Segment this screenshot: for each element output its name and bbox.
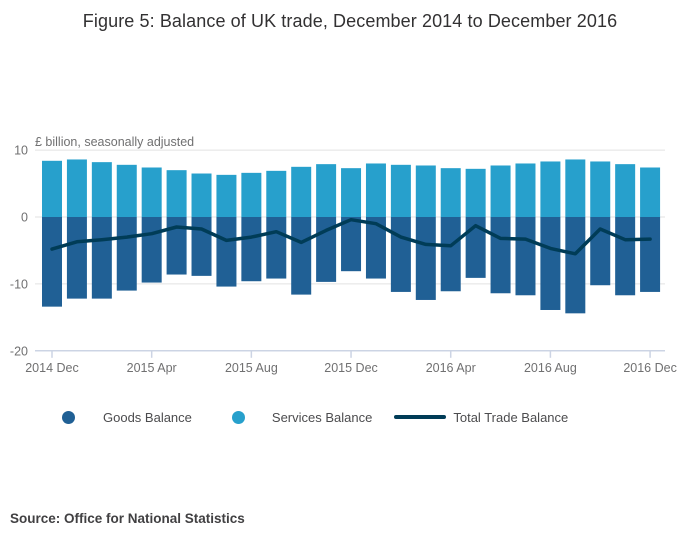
goods-bar <box>191 217 212 276</box>
services-bar <box>91 162 112 217</box>
x-tick-label: 2016 Aug <box>524 361 577 375</box>
goods-bar <box>66 217 87 299</box>
x-tick-label: 2016 Dec <box>623 361 677 375</box>
services-bar <box>540 161 561 217</box>
x-tick-label: 2015 Apr <box>127 361 177 375</box>
services-bar <box>365 163 386 217</box>
services-bar <box>390 164 411 217</box>
goods-bar <box>266 217 287 279</box>
goods-bar <box>390 217 411 292</box>
services-bar <box>66 159 87 217</box>
x-tick-label: 2014 Dec <box>25 361 79 375</box>
total-trade-balance-line <box>50 217 652 256</box>
source-note: Source: Office for National Statistics <box>10 511 245 526</box>
goods-bar <box>565 217 586 314</box>
services-bar <box>415 165 436 217</box>
goods-bar <box>490 217 511 294</box>
services-bar <box>590 161 611 217</box>
chart-legend: Goods Balance Services Balance Total Tra… <box>62 407 568 427</box>
goods-bar <box>640 217 661 292</box>
goods-bar <box>440 217 461 292</box>
services-bar <box>141 167 162 217</box>
services-bar <box>191 173 212 217</box>
goods-bar <box>515 217 536 296</box>
services-bar <box>241 172 262 217</box>
chart-title: Figure 5: Balance of UK trade, December … <box>82 11 618 31</box>
goods-balance-swatch-icon <box>62 410 75 424</box>
goods-bar <box>615 217 636 296</box>
goods-bar <box>540 217 561 310</box>
y-axis-unit-label: £ billion, seasonally adjusted <box>35 135 194 149</box>
goods-bar <box>216 217 237 287</box>
legend-label-services: Services Balance <box>271 409 373 425</box>
goods-bar <box>590 217 611 286</box>
services-bar <box>565 159 586 217</box>
services-bar <box>316 164 337 217</box>
services-bar <box>291 166 312 217</box>
goods-bar <box>116 217 137 291</box>
goods-bar <box>291 217 312 295</box>
services-bar <box>266 170 287 217</box>
services-bar <box>42 160 62 217</box>
goods-bar <box>241 217 262 282</box>
goods-bar <box>166 217 187 275</box>
services-bar <box>615 164 636 217</box>
y-tick-label: 10 <box>14 144 28 158</box>
goods-bar <box>91 217 112 299</box>
services-bar <box>515 163 536 217</box>
y-tick-label: 0 <box>21 211 28 225</box>
legend-label-total: Total Trade Balance <box>453 409 569 425</box>
total-trade-line-swatch-icon <box>394 415 447 419</box>
services-bar <box>341 168 362 217</box>
services-balance-swatch-icon <box>231 410 245 424</box>
services-bar <box>216 174 237 217</box>
x-tick-label: 2015 Dec <box>324 361 378 375</box>
y-tick-label: -10 <box>10 277 28 291</box>
legend-label-goods: Goods Balance <box>103 409 192 425</box>
goods-bar <box>42 217 62 307</box>
goods-bar <box>415 217 436 300</box>
services-bar <box>440 168 461 217</box>
services-bar <box>640 167 661 217</box>
services-bar <box>465 168 486 217</box>
legend-item-total: Total Trade Balance <box>394 410 568 425</box>
goods-bar <box>141 217 162 283</box>
legend-item-goods: Goods Balance <box>62 410 192 425</box>
y-tick-label: -20 <box>10 344 28 358</box>
goods-bar <box>465 217 486 278</box>
trade-balance-chart: 2014 Dec 2015 Apr 2015 Aug 2015 Dec 2016 Apr… <box>10 135 677 375</box>
services-bar <box>116 164 137 217</box>
services-bar <box>166 170 187 217</box>
services-bar <box>490 165 511 217</box>
x-tick-label: 2015 Aug <box>225 361 278 375</box>
goods-bar <box>365 217 386 279</box>
x-tick-label: 2016 Apr <box>426 361 476 375</box>
goods-bar <box>341 217 362 272</box>
legend-item-services: Services Balance <box>231 409 373 425</box>
